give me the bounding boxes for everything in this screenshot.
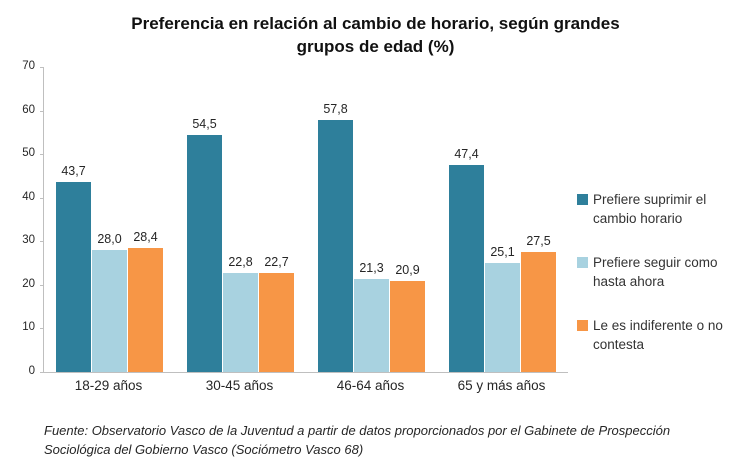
bar-value-label: 20,9 <box>395 262 420 277</box>
legend-item: Prefiere suprimir el cambio horario <box>577 190 749 228</box>
bar-cell: 27,5 <box>521 67 556 372</box>
bar-value-label: 27,5 <box>526 234 551 249</box>
bar-cell: 28,0 <box>92 67 127 372</box>
y-tick-label: 50 <box>22 147 35 160</box>
bar-group: 57,8 21,3 20,9 <box>306 67 437 372</box>
bar-group: 43,7 28,0 28,4 <box>44 67 175 372</box>
bar <box>223 272 258 372</box>
bar-cell: 22,8 <box>223 67 258 372</box>
category-label: 46-64 años <box>336 378 405 393</box>
legend-item: Le es indiferente o no contesta <box>577 316 749 354</box>
legend-swatch-series3-icon <box>577 320 588 331</box>
y-tick-mark <box>40 241 44 243</box>
y-tick-label: 0 <box>28 365 35 377</box>
bar-cell: 57,8 <box>318 67 353 372</box>
bar <box>92 250 127 372</box>
bar-value-label: 54,5 <box>192 116 217 131</box>
y-tick-mark <box>40 110 44 112</box>
y-tick-mark <box>40 328 44 330</box>
y-tick-label: 70 <box>22 60 35 72</box>
y-tick-mark <box>40 372 44 373</box>
bar <box>354 279 389 372</box>
bar-value-label: 28,0 <box>97 232 122 246</box>
y-tick-label: 10 <box>22 321 35 334</box>
y-tick-label: 20 <box>22 277 35 290</box>
bar <box>187 134 222 372</box>
bar-value-label: 22,8 <box>228 254 253 269</box>
bar-value-label: 28,4 <box>133 230 158 245</box>
bar <box>259 273 294 372</box>
bar-cell: 20,9 <box>390 67 425 372</box>
bar-cell: 25,1 <box>485 67 520 372</box>
source-note: Fuente: Observatorio Vasco de la Juventu… <box>44 423 671 457</box>
chart-title: Preferencia en relación al cambio de hor… <box>0 12 751 58</box>
y-tick-mark <box>40 154 44 156</box>
bar-group: 54,5 22,8 22,7 <box>175 67 306 372</box>
legend-label-series3: Le es indiferente o no contesta <box>593 318 723 352</box>
legend-label-series2: Prefiere seguir como hasta ahora <box>593 255 718 289</box>
bar-cell: 43,7 <box>56 67 91 372</box>
bar <box>56 181 91 372</box>
bar-value-label: 43,7 <box>61 163 86 178</box>
y-tick-mark <box>40 284 44 286</box>
legend-item: Prefiere seguir como hasta ahora <box>577 253 749 291</box>
y-tick-mark <box>40 197 44 199</box>
bar-cell: 54,5 <box>187 67 222 372</box>
y-tick-label: 60 <box>22 103 35 116</box>
plot-area: 0 10 20 30 40 50 60 70 43,7 28,0 28,4 54,5 22,8 22,7… <box>22 60 568 377</box>
bar <box>449 165 484 372</box>
y-tick-mark <box>40 67 44 68</box>
bar <box>521 252 556 372</box>
bar <box>485 262 520 372</box>
category-label: 65 y más años <box>457 378 546 393</box>
bar-value-label: 22,7 <box>264 255 289 270</box>
legend-swatch-series2-icon <box>577 257 588 268</box>
bar-value-label: 25,1 <box>490 244 515 259</box>
chart-title-line-1: Preferencia en relación al cambio de hor… <box>131 14 620 33</box>
legend-swatch-series1-icon <box>577 194 588 205</box>
y-tick-label: 40 <box>22 190 35 203</box>
bar-cell: 28,4 <box>128 67 163 372</box>
bar-value-label: 57,8 <box>323 102 348 117</box>
bar <box>128 248 163 372</box>
legend: Prefiere suprimir el cambio horario Pref… <box>577 190 749 354</box>
bars: 43,7 28,0 28,4 54,5 22,8 22,7 57,8 21,3 20,9 47,4… <box>44 67 568 372</box>
bar-cell: 22,7 <box>259 67 294 372</box>
bar <box>390 280 425 372</box>
y-tick-label: 30 <box>22 234 35 247</box>
category-label: 18-29 años <box>74 378 143 393</box>
legend-label-series1: Prefiere suprimir el cambio horario <box>593 192 707 226</box>
category-labels: 18-29 años 30-45 años 46-64 años 65 y más a… <box>43 378 567 393</box>
bar <box>318 120 353 372</box>
bar-cell: 21,3 <box>354 67 389 372</box>
bar-value-label: 21,3 <box>359 261 384 276</box>
category-label: 30-45 años <box>205 378 274 393</box>
bar-cell: 47,4 <box>449 67 484 372</box>
bar-value-label: 47,4 <box>454 147 479 162</box>
bar-group: 47,4 25,1 27,5 <box>437 67 568 372</box>
chart-title-line-2: grupos de edad (%) <box>296 37 455 56</box>
